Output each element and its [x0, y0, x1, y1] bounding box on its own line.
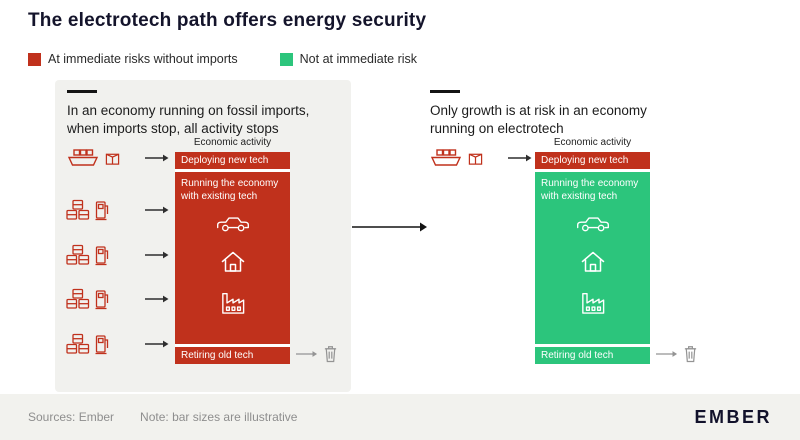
axis-label-economic-activity: Economic activity: [553, 137, 632, 148]
fuel-pump-icon: [95, 288, 109, 310]
factory-icon: [221, 293, 244, 314]
oil-barrels-icon: [65, 288, 91, 310]
trash-bin-icon: [683, 344, 698, 363]
trash-bin-icon: [323, 344, 338, 363]
oil-barrels-icon: [65, 244, 91, 266]
transition-arrow-icon: [352, 220, 428, 239]
import-row-fuel: [65, 244, 169, 266]
import-row-fuel: [65, 199, 169, 221]
bar-divider: [175, 169, 290, 172]
arrow-right-icon: [145, 153, 169, 163]
legend-item-risk: At immediate risks without imports: [28, 52, 238, 66]
oil-barrels-icon: [65, 199, 91, 221]
retire-output: [296, 344, 338, 363]
oil-barrels-icon: [65, 333, 91, 355]
package-icon: [468, 151, 483, 166]
cargo-ship-icon: [428, 147, 464, 169]
fuel-pump-icon: [95, 244, 109, 266]
car-icon: [216, 217, 249, 232]
economic-activity-bar-fossil: Deploying new tech Running the economy w…: [175, 152, 290, 364]
arrow-right-icon: [508, 153, 532, 163]
bar-divider: [535, 344, 650, 347]
bar-segment-running-label: Running the economy with existing tech: [541, 178, 639, 202]
factory-icon: [581, 293, 604, 314]
retire-output: [656, 344, 698, 363]
house-icon: [581, 251, 604, 272]
panel-caption-fossil: In an economy running on fossil imports,…: [67, 103, 310, 137]
footer: Sources: Ember Note: bar sizes are illus…: [0, 394, 800, 440]
ember-logo: EMBER: [694, 406, 772, 427]
bar-segment-retiring: Retiring old tech: [535, 347, 650, 364]
bar-divider: [535, 169, 650, 172]
import-row-fuel: [65, 333, 169, 355]
bar-segment-running: Running the economy with existing tech: [535, 172, 650, 344]
arrow-right-icon: [145, 205, 169, 215]
panel-electrotech-economy: Only growth is at risk in an economy run…: [420, 80, 720, 392]
car-icon: [576, 217, 609, 232]
cargo-ship-icon: [65, 147, 101, 169]
arrow-right-icon: [656, 349, 678, 359]
import-row-fuel: [65, 288, 169, 310]
activity-icons: [215, 214, 251, 314]
import-row-shipping: [65, 147, 169, 169]
legend-swatch-red-icon: [28, 52, 41, 66]
legend-item-safe: Not at immediate risk: [279, 52, 418, 66]
activity-icons: [575, 214, 611, 314]
house-icon: [221, 251, 244, 272]
dash-marker: [67, 90, 97, 93]
footer-note: Note: bar sizes are illustrative: [140, 410, 298, 424]
legend: At immediate risks without imports Not a…: [28, 52, 417, 66]
footer-sources: Sources: Ember: [28, 410, 115, 424]
arrow-right-icon: [145, 294, 169, 304]
bar-divider: [175, 344, 290, 347]
panel-caption-electrotech: Only growth is at risk in an economy run…: [430, 103, 647, 137]
package-icon: [105, 151, 120, 166]
axis-label-economic-activity: Economic activity: [193, 137, 272, 148]
bar-segment-retiring: Retiring old tech: [175, 347, 290, 364]
bar-segment-deploying: Deploying new tech: [175, 152, 290, 169]
bar-segment-running-label: Running the economy with existing tech: [181, 178, 279, 202]
import-row-shipping: [428, 147, 532, 169]
legend-swatch-green-icon: [279, 52, 293, 66]
dash-marker: [430, 90, 460, 93]
page-title: The electrotech path offers energy secur…: [28, 10, 427, 31]
fuel-pump-icon: [95, 333, 109, 355]
bar-segment-running: Running the economy with existing tech: [175, 172, 290, 344]
arrow-right-icon: [145, 250, 169, 260]
arrow-right-icon: [296, 349, 318, 359]
economic-activity-bar-electrotech: Deploying new tech Running the economy w…: [535, 152, 650, 364]
bar-segment-deploying: Deploying new tech: [535, 152, 650, 169]
legend-label-safe: Not at immediate risk: [299, 52, 418, 66]
panel-fossil-economy: In an economy running on fossil imports,…: [55, 80, 351, 392]
legend-label-risk: At immediate risks without imports: [48, 52, 238, 66]
arrow-right-icon: [145, 339, 169, 349]
fuel-pump-icon: [95, 199, 109, 221]
